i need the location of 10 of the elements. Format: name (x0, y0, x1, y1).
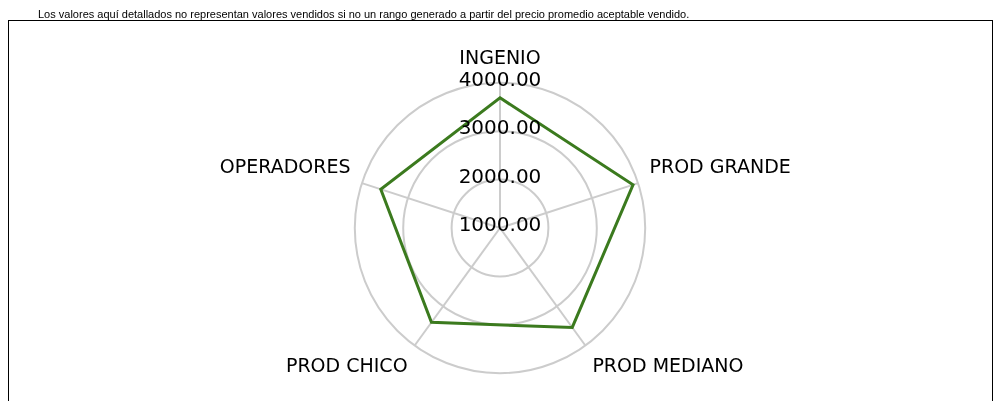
y-tick-label: 1000.00 (458, 212, 542, 237)
spoke-label: PROD CHICO (285, 353, 408, 376)
spoke-label: OPERADORES (219, 154, 351, 177)
spoke-label: PROD GRANDE (649, 154, 791, 177)
text: Los valores aquí detallados no representan valores vendidos si no un rango generado a partir del precio promedio aceptable vendido. (37, 8, 691, 20)
y-tick-label: 2000.00 (458, 163, 542, 188)
spoke-label: INGENIO (459, 46, 541, 69)
y-tick-label: 3000.00 (458, 115, 542, 140)
spoke-label: PROD MEDIANO (592, 353, 744, 376)
y-tick-label: 4000.00 (458, 67, 542, 91)
